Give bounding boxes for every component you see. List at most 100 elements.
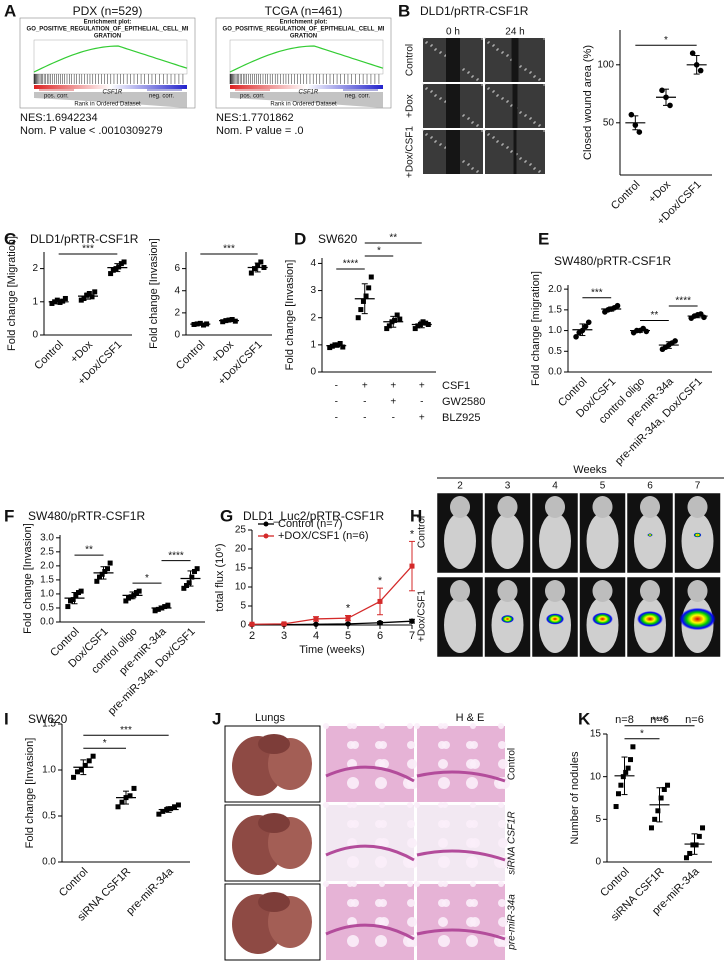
data-point <box>92 289 98 295</box>
condition-sign: + <box>362 381 368 392</box>
week-label: 2 <box>457 481 463 492</box>
histology <box>326 884 414 960</box>
cell-speckle <box>538 79 540 81</box>
cell-speckle <box>529 118 531 120</box>
y-tick-label: 2 <box>32 263 38 274</box>
row-label: Control <box>405 44 416 76</box>
significance-label: **** <box>675 296 691 307</box>
row-label: +Dox <box>405 94 416 118</box>
data-point <box>252 266 258 272</box>
alveolus <box>414 881 420 887</box>
alveolus <box>347 881 353 887</box>
week-label: 5 <box>600 481 606 492</box>
cell-speckle <box>506 147 508 149</box>
alveolus <box>466 917 476 927</box>
alveolus <box>438 881 444 887</box>
data-point <box>78 297 84 303</box>
cell-speckle <box>462 115 464 117</box>
data-point <box>409 563 415 569</box>
x-tick-label: 5 <box>345 630 351 642</box>
row-label: Control <box>507 748 518 780</box>
data-point <box>618 782 624 788</box>
series-line <box>251 565 413 625</box>
data-point <box>49 300 55 306</box>
n-label: n=6 <box>650 714 669 726</box>
alveolus <box>347 935 359 947</box>
data-point <box>687 850 693 856</box>
tissue <box>416 849 506 862</box>
alveolus <box>347 723 353 729</box>
condition-name: CSF1 <box>442 380 470 392</box>
alveolus <box>498 741 506 749</box>
luminescence <box>679 607 716 631</box>
cell-speckle <box>529 72 531 74</box>
cell-speckle <box>439 144 441 146</box>
cell-speckle <box>462 161 464 163</box>
alveolus <box>466 838 476 848</box>
cell-speckle <box>501 144 503 146</box>
lung-lobe <box>258 734 290 754</box>
significance-label: *** <box>82 244 94 255</box>
alveolus <box>375 777 387 789</box>
cell-speckle <box>510 151 512 153</box>
column-label: Lungs <box>255 712 285 724</box>
data-point <box>345 615 351 621</box>
data-point <box>152 608 158 614</box>
data-point <box>655 808 661 814</box>
significance-label: * <box>103 738 107 749</box>
y-tick-label: 3 <box>310 285 316 296</box>
rank-bar <box>34 85 187 89</box>
data-point <box>683 855 689 861</box>
panel-letter: A <box>4 1 16 20</box>
data-point <box>386 323 392 329</box>
tissue <box>325 765 415 783</box>
data-point <box>97 574 103 580</box>
gsea-nes: NES:1.6942234 <box>20 112 98 124</box>
mouse-body <box>444 513 476 569</box>
alveolus <box>379 723 385 729</box>
data-point <box>648 825 654 831</box>
y-tick-label: 1.0 <box>42 765 56 776</box>
panel-letter: I <box>4 709 9 728</box>
y-tick-label: 10 <box>590 771 602 782</box>
n-label: n=6 <box>685 714 704 726</box>
significance-label: *** <box>591 287 603 298</box>
gsea-pos: pos. corr. <box>44 94 69 100</box>
data-point <box>363 293 369 299</box>
alveolus <box>498 820 506 828</box>
data-point <box>127 793 133 799</box>
data-point <box>60 298 66 304</box>
data-point <box>415 323 421 329</box>
alveolus <box>407 917 417 927</box>
cell-speckle <box>524 115 526 117</box>
data-point <box>75 590 81 596</box>
significance-label: ** <box>85 545 93 556</box>
enrichment-curve <box>33 45 188 73</box>
tissue <box>325 844 415 862</box>
data-point <box>394 312 400 318</box>
data-point <box>643 328 650 335</box>
row-label: +Dox/CSF1 <box>405 126 416 178</box>
cell-speckle <box>524 161 526 163</box>
cell-speckle <box>434 141 436 143</box>
y-tick-label: 1.0 <box>40 589 54 600</box>
panel-letter: F <box>4 506 14 525</box>
data-point <box>123 598 129 604</box>
y-tick-label: 3.0 <box>40 532 54 543</box>
data-point <box>392 317 398 323</box>
data-point <box>397 316 403 322</box>
y-tick-label: 2.0 <box>40 561 54 572</box>
y-axis-label: Fold change [Invasion] <box>22 523 34 634</box>
panel-title: DLD1/pRTR-CSF1R <box>420 4 529 18</box>
cell-speckle <box>467 72 469 74</box>
data-point <box>355 315 361 321</box>
alveolus <box>498 838 508 848</box>
week-label: 7 <box>695 481 701 492</box>
data-point <box>156 811 162 817</box>
alveolus <box>438 723 444 729</box>
cell-speckle <box>492 45 494 47</box>
data-point <box>700 825 706 831</box>
y-tick-label: 2 <box>174 308 180 319</box>
legend-marker <box>263 521 269 527</box>
cell-speckle <box>487 42 489 44</box>
